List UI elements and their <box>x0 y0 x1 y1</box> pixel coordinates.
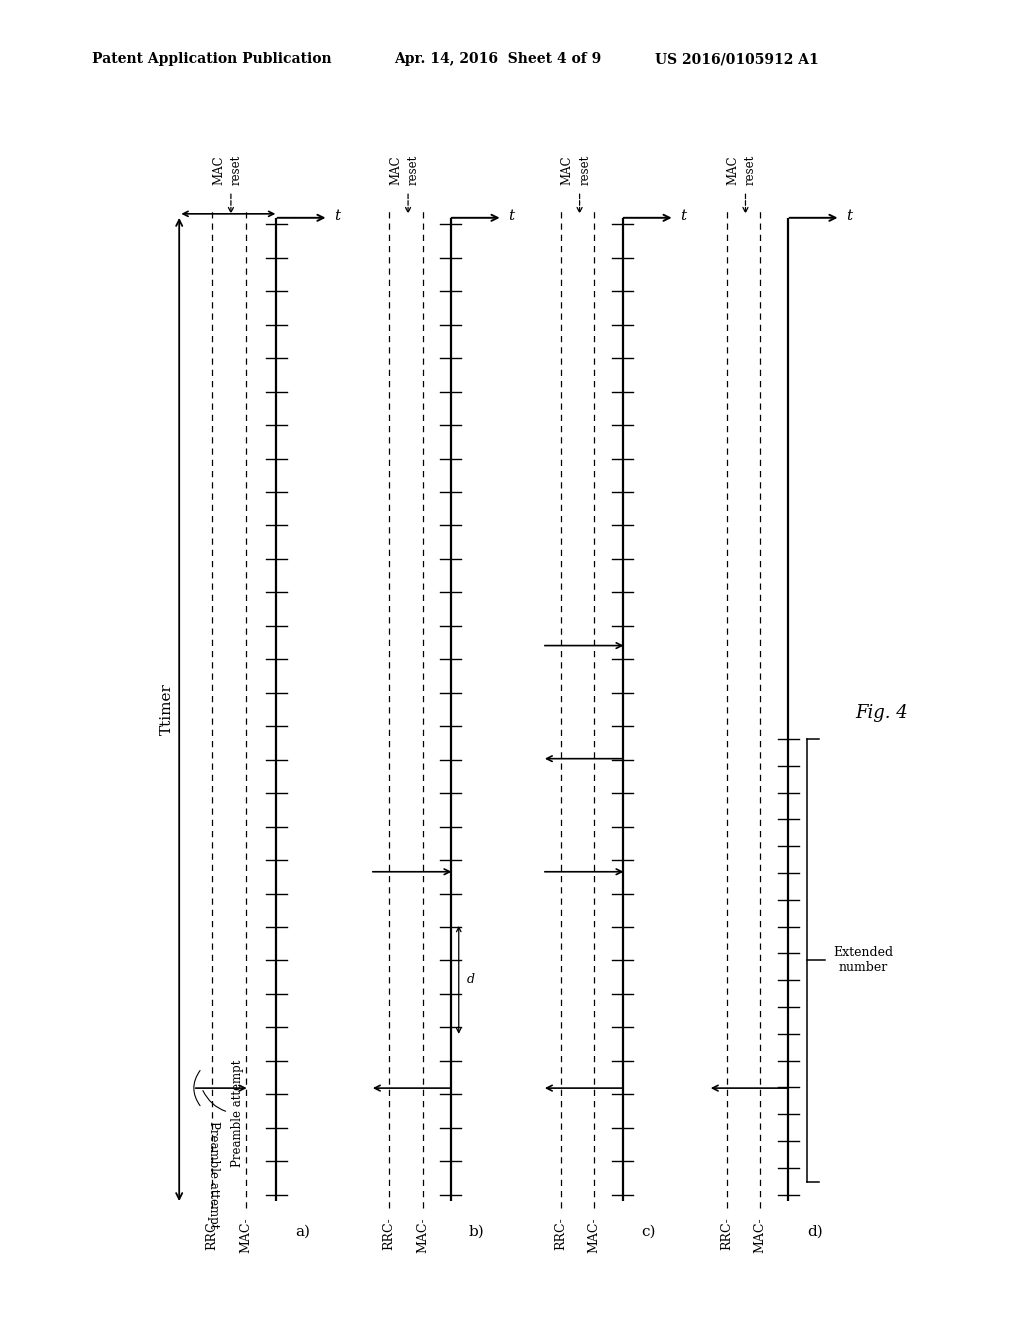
Text: b): b) <box>469 1225 484 1239</box>
Text: MAC-: MAC- <box>417 1217 429 1253</box>
Text: a): a) <box>295 1225 310 1239</box>
Text: MAC: MAC <box>389 156 402 185</box>
Text: Ttimer: Ttimer <box>160 684 174 735</box>
Text: reset: reset <box>744 154 757 185</box>
Text: Extended
number: Extended number <box>834 946 894 974</box>
Text: MAC: MAC <box>727 156 739 185</box>
Text: Preamble attempt: Preamble attempt <box>207 1121 220 1229</box>
Text: reset: reset <box>579 154 591 185</box>
Text: MAC-: MAC- <box>754 1217 766 1253</box>
Text: t: t <box>846 210 852 223</box>
Text: Fig. 4: Fig. 4 <box>855 704 908 722</box>
Text: c): c) <box>641 1225 655 1239</box>
Text: t: t <box>508 210 514 223</box>
Text: Apr. 14, 2016  Sheet 4 of 9: Apr. 14, 2016 Sheet 4 of 9 <box>394 53 601 66</box>
Text: RRC-: RRC- <box>721 1217 733 1250</box>
Text: MAC: MAC <box>212 156 225 185</box>
Text: RRC-: RRC- <box>555 1217 567 1250</box>
Text: Patent Application Publication: Patent Application Publication <box>92 53 332 66</box>
Text: Preamble attempt: Preamble attempt <box>203 1060 244 1167</box>
Text: US 2016/0105912 A1: US 2016/0105912 A1 <box>655 53 819 66</box>
Text: d: d <box>467 973 475 986</box>
Text: reset: reset <box>407 154 420 185</box>
Text: reset: reset <box>229 154 243 185</box>
Text: MAC-: MAC- <box>588 1217 600 1253</box>
Text: d): d) <box>807 1225 822 1239</box>
Text: MAC: MAC <box>561 156 573 185</box>
Text: t: t <box>680 210 686 223</box>
Text: MAC-: MAC- <box>240 1217 252 1253</box>
Text: RRC-: RRC- <box>206 1217 218 1250</box>
Text: t: t <box>334 210 340 223</box>
Text: RRC-: RRC- <box>383 1217 395 1250</box>
